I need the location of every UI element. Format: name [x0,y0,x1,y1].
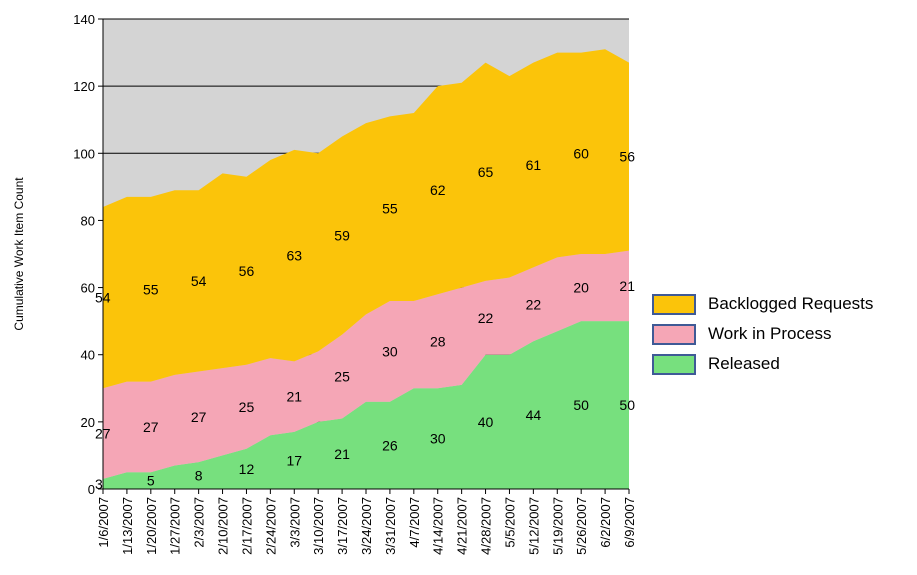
legend-item-backlogged: Backlogged Requests [652,289,873,319]
x-tick-label: 2/17/2007 [239,497,254,555]
data-label: 5 [147,473,155,489]
x-tick-label: 4/14/2007 [431,497,446,555]
legend-swatch-backlogged [652,293,696,315]
data-label: 55 [382,201,398,217]
y-tick-label: 20 [81,415,95,430]
x-tick-label: 1/6/2007 [96,497,111,548]
data-label: 60 [573,145,589,161]
legend-item-wip: Work in Process [652,319,873,349]
x-tick-label: 3/17/2007 [335,497,350,555]
data-label: 54 [95,290,111,306]
x-tick-label: 5/26/2007 [574,497,589,555]
x-tick-label: 1/13/2007 [120,497,135,555]
area-backlogged-requests [103,49,629,389]
data-label: 56 [239,263,255,279]
x-tick-label: 3/10/2007 [311,497,326,555]
legend-item-released: Released [652,349,873,379]
data-label: 21 [334,446,350,462]
data-label: 25 [334,369,350,385]
legend-label-backlogged: Backlogged Requests [708,294,874,313]
data-label: 20 [573,280,589,296]
x-tick-label: 6/9/2007 [622,497,637,548]
x-tick-label: 1/27/2007 [168,497,183,555]
data-label: 25 [239,399,255,415]
data-label: 63 [286,248,302,264]
data-label: 22 [478,310,494,326]
x-tick-label: 2/10/2007 [216,497,231,555]
x-tick-label: 4/21/2007 [455,497,470,555]
data-label: 12 [239,461,255,477]
x-tick-label: 3/31/2007 [383,497,398,555]
axes: 0 20 40 60 80 100 120 140 1/6/2007 1/13/2007 1/20/… [73,12,637,555]
data-label: 21 [286,389,302,405]
data-label: 62 [430,182,446,198]
y-tick-label: 80 [81,213,95,228]
data-label: 30 [382,343,398,359]
series-areas [103,49,629,489]
data-label: 26 [382,437,398,453]
data-label: 44 [526,407,542,423]
y-tick-label: 0 [88,482,95,497]
x-tick-label: 2/3/2007 [192,497,207,548]
data-label: 27 [191,409,207,425]
y-tick-label: 40 [81,348,95,363]
data-label: 27 [95,426,111,442]
data-label: 59 [334,228,350,244]
x-tick-label: 4/7/2007 [407,497,422,548]
data-label: 30 [430,431,446,447]
data-label: 65 [478,164,494,180]
x-tick-label: 5/19/2007 [550,497,565,555]
legend-label-released: Released [708,354,780,373]
data-label: 55 [143,281,159,297]
y-tick-label: 140 [73,12,95,27]
y-axis-title: Cumulative Work Item Count [12,177,26,331]
area-work-in-process [103,250,629,479]
legend-swatch-released [652,353,696,375]
data-label: 17 [286,452,302,468]
data-label: 3 [95,476,103,492]
data-label: 50 [619,397,635,413]
x-tick-label: 1/20/2007 [144,497,159,555]
x-tick-label: 3/24/2007 [359,497,374,555]
legend-label-wip: Work in Process [708,324,832,343]
x-tick-label: 4/28/2007 [479,497,494,555]
y-tick-label: 100 [73,146,95,161]
area-released [103,321,629,489]
data-label: 27 [143,419,159,435]
y-tick-label: 60 [81,281,95,296]
legend-swatch-wip [652,323,696,345]
data-label: 40 [478,414,494,430]
x-tick-label: 5/5/2007 [502,497,517,548]
data-label: 56 [619,149,635,165]
x-tick-label: 5/12/2007 [526,497,541,555]
y-tick-label: 120 [73,79,95,94]
data-label: 22 [526,296,542,312]
data-label: 61 [526,157,542,173]
x-tick-label: 6/2/2007 [598,497,613,548]
x-tick-label: 3/3/2007 [287,497,302,548]
data-label: 54 [191,273,207,289]
data-label: 8 [195,468,203,484]
data-labels: 3 5 8 12 17 21 26 30 40 44 50 50 27 27 27 25 21 25 30 28 22 2… [95,145,635,492]
data-label: 50 [573,397,589,413]
data-label: 28 [430,333,446,349]
x-tick-label: 2/24/2007 [263,497,278,555]
legend: Backlogged Requests Work in Process Rele… [652,289,873,379]
data-label: 21 [619,278,635,294]
